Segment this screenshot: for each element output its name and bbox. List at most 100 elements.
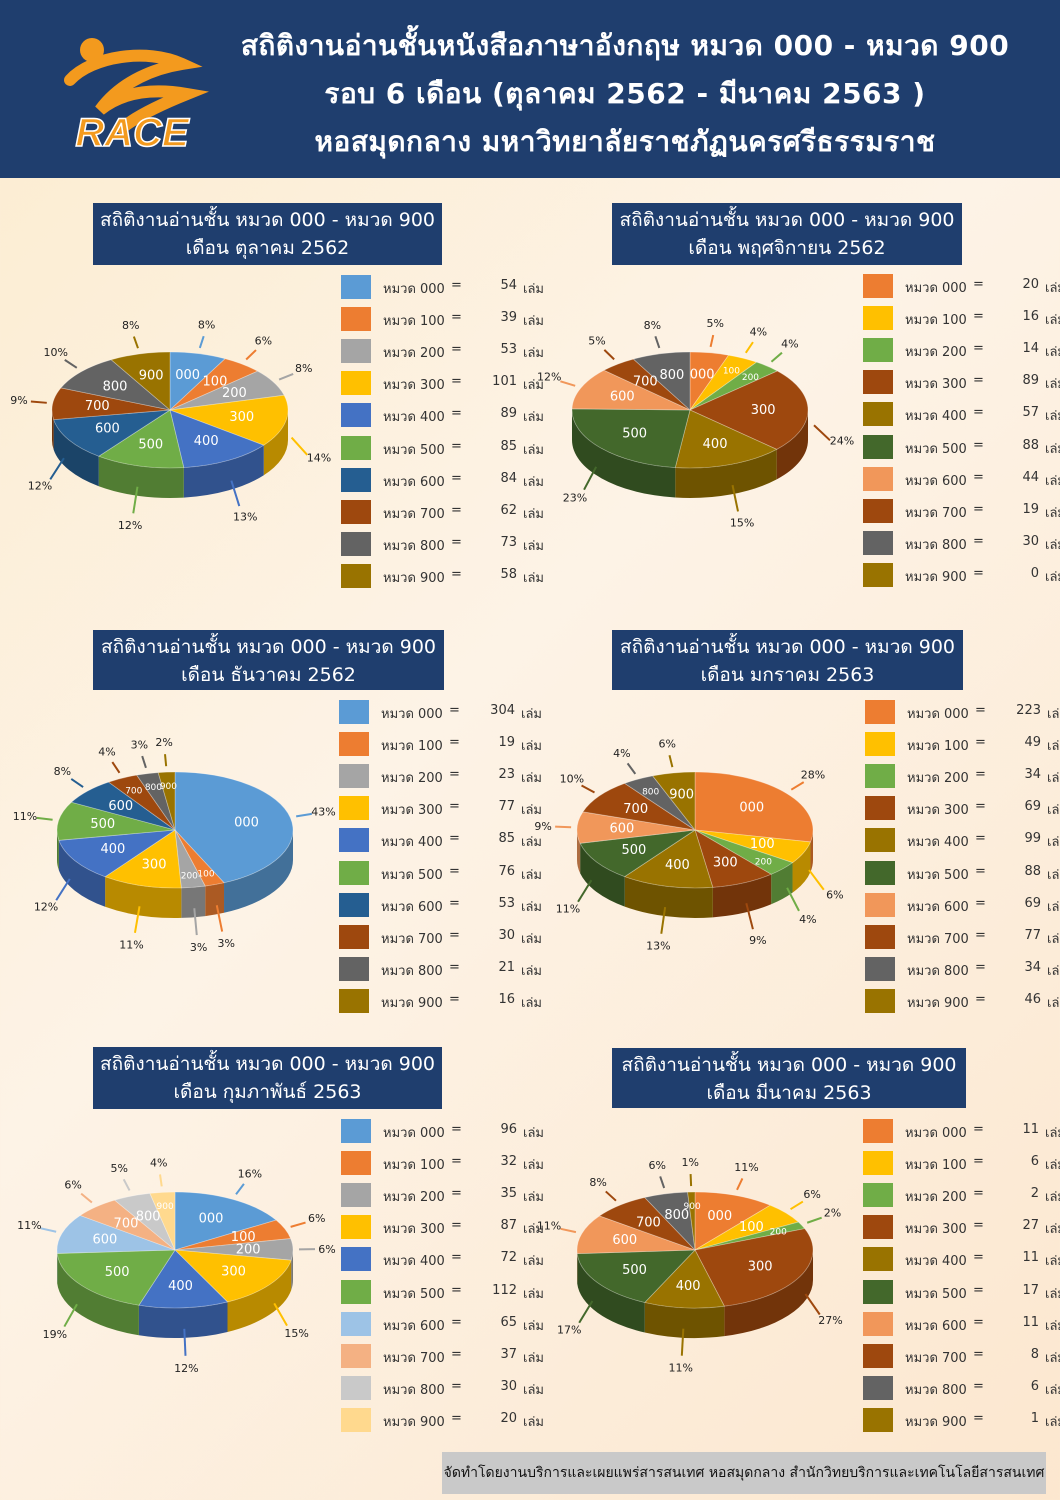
slice-category-label: 000 — [199, 1212, 224, 1227]
pie-slice-000 — [689, 351, 730, 412]
legend-item: หมวด 600 = 84 เล่ม — [341, 467, 544, 494]
legend-label: หมวด 400 — [905, 1254, 967, 1270]
legend-item: หมวด 700 = 19 เล่ม — [863, 498, 1060, 525]
legend-equals: = — [973, 1154, 984, 1170]
slice-percent-label: 6% — [659, 737, 676, 750]
legend-value: 101 — [492, 374, 517, 390]
legend-value: 54 — [500, 278, 517, 293]
legend-label: หมวด 600 — [905, 1318, 967, 1334]
legend-unit: เล่ม — [523, 474, 544, 490]
legend-equals: = — [451, 502, 462, 518]
legend-value: 14 — [1022, 341, 1039, 357]
legend-label: หมวด 200 — [381, 771, 443, 787]
legend-item: หมวด 100 = 19 เล่ม — [339, 732, 542, 758]
legend-equals: = — [973, 1186, 984, 1202]
percent-pointer — [132, 336, 139, 349]
slice-category-label: 300 — [221, 1265, 246, 1280]
legend-unit: เล่ม — [1047, 739, 1060, 755]
slice-category-label: 700 — [125, 787, 142, 797]
legend-item: หมวด 600 = 11 เล่ม — [863, 1311, 1060, 1338]
legend-value: 73 — [500, 534, 517, 550]
pie-slice-side — [138, 1301, 228, 1338]
percent-pointer — [736, 1178, 744, 1191]
legend-unit: เล่ม — [523, 1190, 544, 1206]
slice-category-label: 100 — [739, 1220, 764, 1235]
legend-equals: = — [973, 405, 984, 421]
slice-category-label: 300 — [142, 857, 167, 872]
legend-value: 85 — [498, 831, 515, 847]
legend-label: หมวด 600 — [383, 1318, 445, 1334]
pie-slice-side — [57, 1253, 139, 1336]
slice-category-label: 300 — [751, 403, 776, 418]
legend-label: หมวด 100 — [381, 739, 443, 755]
legend-swatch — [865, 732, 895, 757]
percent-pointer — [790, 1200, 804, 1211]
pie-slice-side — [624, 876, 713, 918]
legend-item: หมวด 000 = 11 เล่ม — [863, 1119, 1060, 1145]
slice-percent-label: 11% — [556, 902, 580, 915]
legend-label: หมวด 900 — [381, 995, 443, 1011]
legend-swatch — [865, 828, 895, 853]
pie-slice-800 — [113, 1192, 176, 1251]
legend-value: 30 — [500, 1378, 517, 1394]
legend-value: 62 — [500, 502, 517, 518]
legend-value: 53 — [500, 342, 517, 358]
legend-item: หมวด 900 = 1 เล่ม — [863, 1407, 1060, 1434]
slice-category-label: 600 — [609, 821, 634, 836]
slice-category-label: 700 — [633, 375, 658, 390]
pie-slice-400 — [623, 829, 714, 889]
legend-label: หมวด 700 — [905, 1350, 967, 1366]
legend-item: หมวด 600 = 53 เล่ม — [339, 892, 542, 919]
slice-percent-label: 12% — [28, 480, 52, 493]
slice-percent-label: 11% — [13, 810, 37, 823]
legend-equals: = — [973, 437, 984, 453]
percent-pointer — [659, 1176, 666, 1189]
slice-category-label: 400 — [665, 858, 690, 873]
slice-percent-label: 9% — [534, 820, 551, 833]
legend-item: หมวด 000 = 96 เล่ม — [341, 1119, 544, 1145]
legend-item: หมวด 400 = 72 เล่ม — [341, 1247, 544, 1273]
pie-slice-side — [183, 445, 264, 498]
legend-value: 35 — [500, 1186, 517, 1202]
slice-percent-label: 6% — [255, 335, 272, 348]
slice-percent-label: 6% — [803, 1188, 820, 1201]
slice-category-label: 200 — [755, 857, 772, 867]
slice-percent-label: 8% — [122, 319, 139, 332]
legend-value: 57 — [1022, 405, 1039, 421]
legend-item: หมวด 400 = 85 เล่ม — [339, 828, 542, 854]
pie-slice-800 — [623, 775, 696, 831]
slice-category-label: 900 — [684, 1202, 701, 1212]
pie-slice-700 — [107, 774, 176, 831]
legend-equals: = — [975, 927, 986, 943]
legend-item: หมวด 800 = 34 เล่ม — [865, 956, 1060, 983]
legend-unit: เล่ม — [1045, 1158, 1060, 1174]
legend-value: 19 — [498, 735, 515, 751]
slice-category-label: 000 — [175, 368, 200, 383]
legend-equals: = — [449, 799, 460, 815]
pie-slice-side — [577, 830, 581, 874]
legend-label: หมวด 800 — [383, 538, 445, 554]
pie-slice-300 — [694, 1228, 814, 1307]
pie-slice-000 — [174, 1191, 277, 1251]
slice-percent-label: 12% — [537, 371, 561, 384]
legend-value: 8 — [1030, 1346, 1039, 1362]
percent-pointer — [64, 359, 78, 369]
percent-pointer — [560, 380, 576, 387]
slice-category-label: 200 — [770, 1228, 787, 1238]
slice-percent-label: 9% — [10, 394, 27, 407]
slice-category-label: 200 — [181, 872, 198, 882]
legend-unit: เล่ม — [523, 442, 544, 458]
legend-unit: เล่ม — [1045, 1286, 1060, 1302]
slice-category-label: 300 — [748, 1259, 773, 1274]
percent-pointer — [813, 424, 831, 442]
pie-slice-200 — [169, 370, 285, 411]
legend-swatch — [341, 1247, 371, 1272]
legend-item: หมวด 100 = 16 เล่ม — [863, 306, 1060, 332]
legend-swatch — [341, 1311, 371, 1336]
legend-value: 46 — [1024, 991, 1041, 1007]
legend-item: หมวด 700 = 62 เล่ม — [341, 499, 544, 526]
legend-swatch — [341, 563, 371, 588]
pie-slice-700 — [582, 782, 696, 831]
legend-unit: เล่ม — [1045, 1254, 1060, 1270]
legend-item: หมวด 300 = 101 เล่ม — [341, 371, 544, 397]
